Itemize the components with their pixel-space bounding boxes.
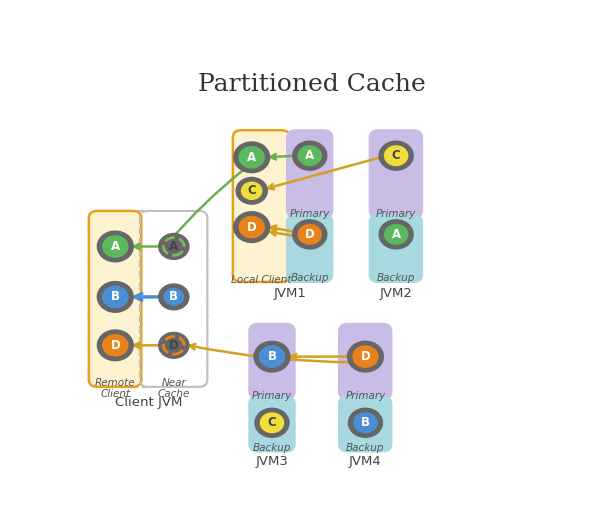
- Circle shape: [159, 332, 189, 358]
- Circle shape: [102, 235, 128, 258]
- Circle shape: [297, 224, 322, 245]
- Text: C: C: [247, 184, 256, 197]
- FancyBboxPatch shape: [233, 130, 290, 282]
- Text: Backup: Backup: [346, 443, 385, 453]
- Text: D: D: [110, 339, 120, 352]
- Circle shape: [293, 141, 327, 170]
- Circle shape: [102, 286, 128, 308]
- Circle shape: [293, 220, 327, 249]
- Circle shape: [255, 408, 289, 438]
- Circle shape: [297, 145, 322, 166]
- Text: B: B: [267, 350, 276, 363]
- Text: A: A: [392, 228, 401, 241]
- Circle shape: [234, 142, 270, 172]
- Text: D: D: [169, 339, 178, 352]
- FancyBboxPatch shape: [249, 397, 295, 452]
- Circle shape: [379, 141, 413, 170]
- Circle shape: [159, 234, 189, 259]
- Text: Backup: Backup: [253, 443, 291, 453]
- Text: C: C: [267, 416, 276, 429]
- FancyBboxPatch shape: [370, 130, 422, 217]
- Circle shape: [239, 216, 265, 238]
- Text: Primary: Primary: [252, 391, 292, 401]
- Text: A: A: [305, 149, 314, 162]
- Text: JVM1: JVM1: [273, 287, 306, 300]
- Circle shape: [384, 145, 409, 166]
- Text: C: C: [392, 149, 401, 162]
- FancyBboxPatch shape: [249, 324, 295, 399]
- Text: A: A: [247, 151, 256, 164]
- Circle shape: [379, 220, 413, 249]
- Circle shape: [348, 408, 382, 438]
- Circle shape: [353, 412, 378, 433]
- Text: A: A: [169, 240, 178, 253]
- Text: B: B: [169, 290, 178, 303]
- Circle shape: [97, 231, 133, 262]
- Circle shape: [159, 284, 189, 310]
- Text: JVM2: JVM2: [379, 287, 412, 300]
- Text: B: B: [111, 290, 120, 303]
- Circle shape: [384, 224, 409, 245]
- Text: Primary: Primary: [376, 209, 416, 219]
- Text: Backup: Backup: [290, 273, 329, 283]
- Circle shape: [163, 288, 184, 306]
- Circle shape: [97, 281, 133, 312]
- Text: Primary: Primary: [290, 209, 330, 219]
- Text: Remote
Client: Remote Client: [95, 378, 136, 399]
- FancyBboxPatch shape: [287, 215, 333, 282]
- Circle shape: [352, 345, 379, 368]
- FancyBboxPatch shape: [287, 130, 333, 217]
- Text: Near
Cache: Near Cache: [158, 378, 190, 399]
- FancyBboxPatch shape: [89, 211, 141, 387]
- Circle shape: [97, 330, 133, 361]
- Circle shape: [234, 212, 270, 243]
- Circle shape: [102, 334, 128, 357]
- Text: A: A: [111, 240, 120, 253]
- Text: Local Client: Local Client: [231, 275, 292, 285]
- Circle shape: [348, 341, 384, 372]
- Circle shape: [239, 146, 265, 169]
- Text: Client JVM: Client JVM: [114, 396, 182, 409]
- Text: D: D: [361, 350, 370, 363]
- Text: JVM4: JVM4: [349, 455, 382, 468]
- Circle shape: [254, 341, 290, 372]
- Text: Partitioned Cache: Partitioned Cache: [199, 73, 426, 96]
- FancyBboxPatch shape: [339, 324, 392, 399]
- Circle shape: [259, 345, 285, 368]
- Text: Backup: Backup: [377, 273, 415, 283]
- Circle shape: [259, 412, 284, 433]
- Text: JVM3: JVM3: [256, 455, 289, 468]
- Text: Primary: Primary: [345, 391, 385, 401]
- Circle shape: [241, 181, 262, 200]
- Text: D: D: [247, 221, 256, 234]
- FancyBboxPatch shape: [370, 215, 422, 282]
- Text: D: D: [305, 228, 315, 241]
- Text: B: B: [361, 416, 370, 429]
- Circle shape: [236, 178, 267, 204]
- FancyBboxPatch shape: [339, 397, 392, 452]
